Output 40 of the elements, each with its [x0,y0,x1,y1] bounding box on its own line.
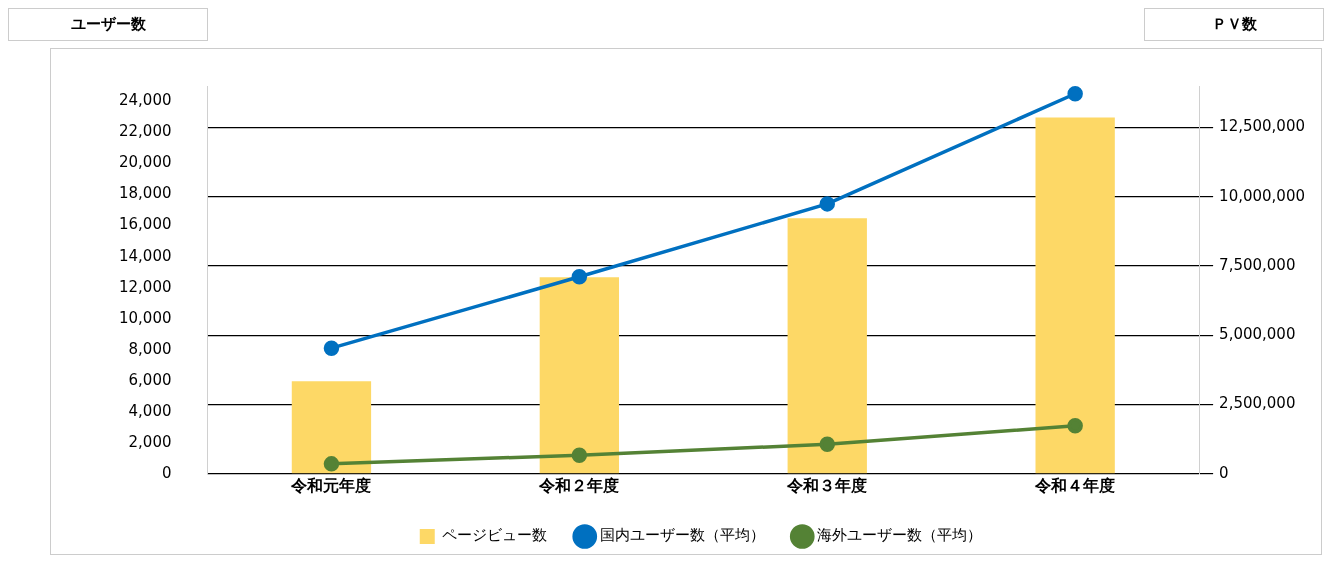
y2-tick-label: 10,000,000 [1219,186,1306,205]
point [1067,86,1083,102]
x-tick-label: 令和４年度 [1034,475,1116,495]
y-axis-title: ユーザー数 [8,8,208,41]
point [571,447,588,463]
point [819,196,836,212]
x-tick-label: 令和２年度 [538,475,620,495]
bar [539,277,620,474]
y-tick-label: 20,000 [118,153,172,172]
x-tick-label: 令和元年度 [290,475,372,495]
legend-label: 国内ユーザー数（平均） [599,526,765,545]
y2-tick-label: 0 [1219,463,1229,482]
y-tick-label: 2,000 [128,432,172,451]
y-tick-label: 16,000 [118,215,172,234]
point [323,340,340,356]
y2-tick-label: 7,500,000 [1219,255,1296,274]
y2-axis-title: ＰＶ数 [1144,8,1324,41]
y-tick-label: 6,000 [128,370,172,389]
y-tick-label: 22,000 [118,122,172,141]
y-tick-label: 14,000 [118,246,172,265]
y-tick-label: 4,000 [128,401,172,420]
x-tick-label: 令和３年度 [786,475,868,495]
point [323,456,340,472]
point [1067,417,1083,434]
y-tick-label: 10,000 [118,308,172,327]
y-tick-label: 24,000 [118,91,172,110]
bar [291,381,372,474]
y-tick-label: 0 [161,463,172,482]
y-tick-label: 12,000 [118,277,172,296]
point [571,269,588,285]
y-tick-label: 18,000 [118,184,172,203]
y-tick-label: 8,000 [128,339,172,358]
legend-label: 海外ユーザー数（平均） [817,526,983,545]
y2-tick-label: 2,500,000 [1219,394,1296,413]
bar [787,218,867,474]
bar [1035,117,1115,474]
legend-label: ページビュー数 [442,526,548,545]
point [819,436,836,453]
y2-tick-label: 5,000,000 [1219,325,1296,344]
y2-tick-label: 12,500,000 [1219,117,1306,136]
